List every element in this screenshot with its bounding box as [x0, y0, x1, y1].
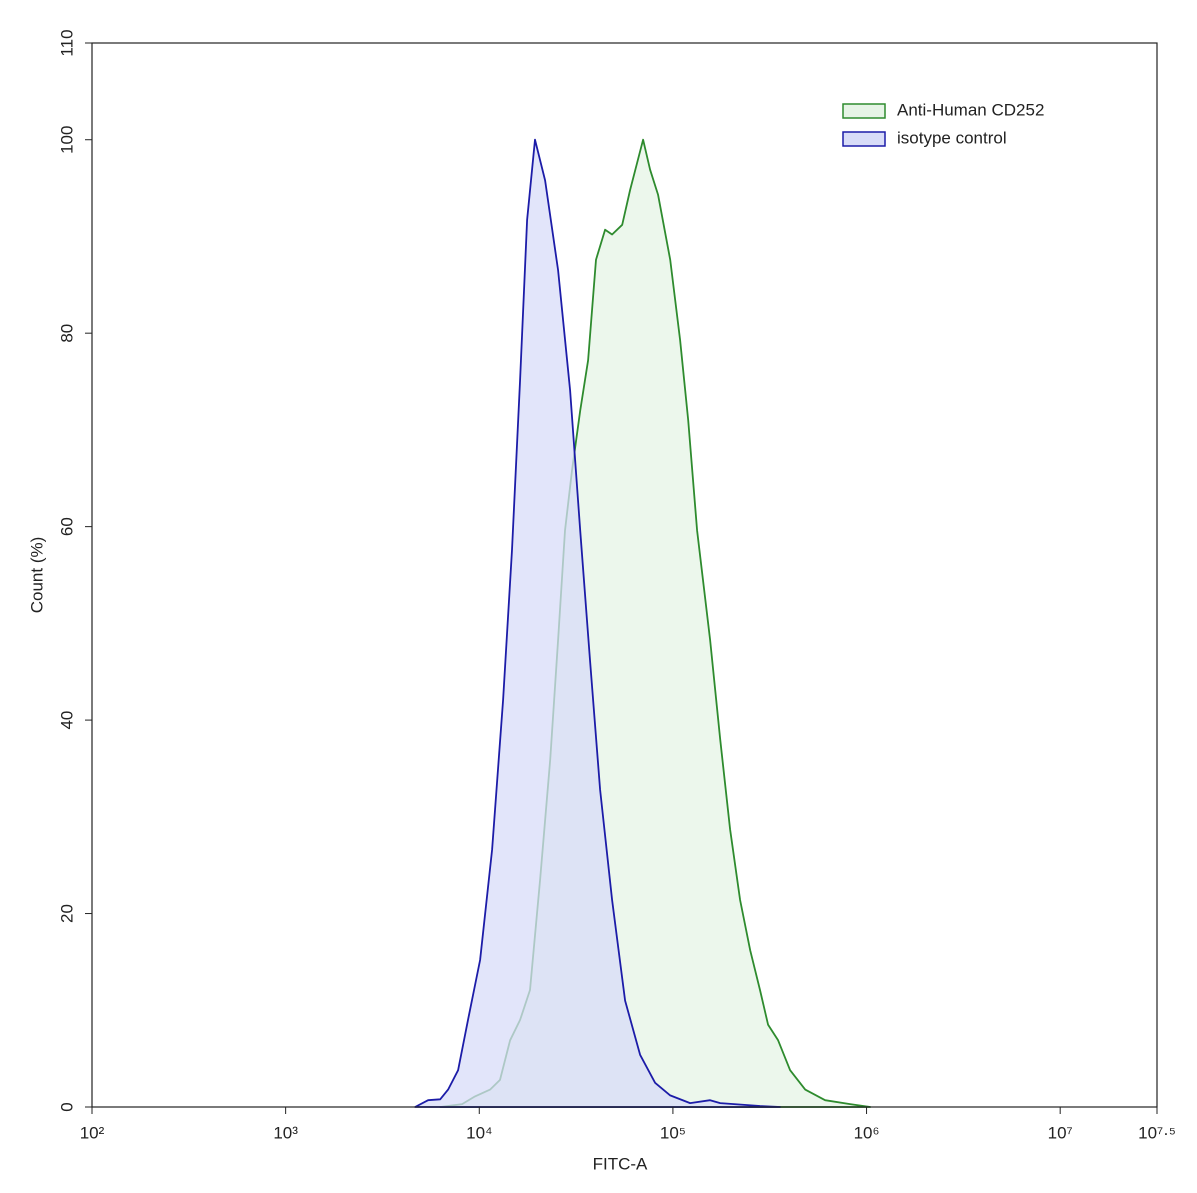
x-tick-label: 10⁶ — [854, 1123, 880, 1142]
y-tick-label: 100 — [57, 126, 76, 154]
legend-swatch — [842, 131, 886, 147]
x-tick-label: 10² — [80, 1123, 105, 1142]
x-tick-label: 10⁴ — [466, 1123, 492, 1142]
legend-swatch — [842, 103, 886, 119]
x-tick-label: 10⁷ — [1048, 1123, 1073, 1142]
x-tick-label: 10⁷·⁵ — [1138, 1123, 1176, 1142]
x-tick-label: 10³ — [273, 1123, 298, 1142]
area-series — [414, 138, 782, 1108]
plot-frame — [91, 42, 1158, 1108]
y-tick-label: 40 — [57, 711, 76, 730]
legend-label: Anti-Human CD252 — [897, 100, 1044, 119]
y-tick-label: 80 — [57, 324, 76, 343]
y-tick-label: 20 — [57, 904, 76, 923]
y-axis-label: Count (%) — [27, 537, 46, 614]
legend-label: isotype control — [897, 128, 1007, 147]
y-tick-label: 110 — [57, 29, 76, 56]
x-axis-label: FITC-A — [593, 1154, 648, 1173]
x-tick-label: 10⁵ — [660, 1123, 686, 1142]
y-tick-label: 60 — [57, 517, 76, 536]
y-tick-label: 0 — [57, 1102, 76, 1111]
